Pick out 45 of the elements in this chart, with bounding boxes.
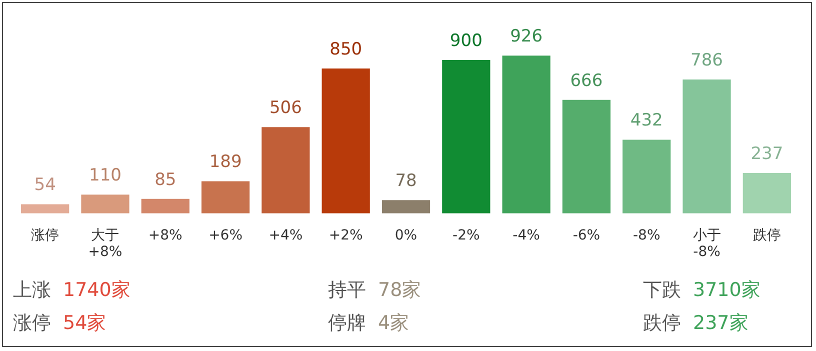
bar bbox=[21, 204, 70, 214]
x-tick-label: +6% bbox=[208, 227, 243, 244]
text: 涨停 54家 bbox=[13, 312, 106, 334]
x-tick-label: 0% bbox=[394, 227, 418, 244]
x-tick-label: 涨停 bbox=[31, 227, 60, 244]
bar bbox=[81, 194, 130, 214]
x-tick-label: -4% bbox=[512, 227, 540, 244]
bar bbox=[322, 68, 370, 214]
bar bbox=[682, 79, 731, 214]
text: 下跌 3710家 bbox=[643, 279, 760, 301]
bar bbox=[262, 127, 310, 214]
data-label: 506 bbox=[269, 98, 302, 118]
text: 停牌 4家 bbox=[328, 312, 410, 334]
data-label: 78 bbox=[395, 171, 417, 192]
text: 持平 78家 bbox=[328, 279, 422, 301]
x-tick-label: 大于 +8% bbox=[88, 227, 122, 260]
data-label: 786 bbox=[690, 50, 723, 70]
x-tick-label: +4% bbox=[268, 227, 303, 244]
bar bbox=[141, 198, 190, 214]
data-label: 189 bbox=[209, 152, 242, 172]
x-tick-label: 小于 -8% bbox=[692, 227, 721, 260]
data-label: 85 bbox=[154, 170, 176, 190]
data-label: 110 bbox=[89, 166, 122, 186]
x-tick-label: +2% bbox=[328, 227, 363, 244]
x-tick-label: 跌停 bbox=[752, 227, 781, 244]
x-tick-label: -2% bbox=[452, 227, 480, 244]
data-label: 237 bbox=[750, 144, 784, 164]
data-label: 666 bbox=[570, 70, 603, 91]
bar bbox=[201, 181, 250, 214]
data-label: 850 bbox=[330, 39, 362, 60]
x-tick-label: +8% bbox=[148, 227, 182, 244]
text: 跌停 237家 bbox=[643, 312, 748, 334]
bar bbox=[622, 140, 671, 214]
data-label: 54 bbox=[34, 175, 56, 196]
bar bbox=[382, 200, 430, 214]
bar bbox=[742, 173, 791, 214]
data-label: 926 bbox=[510, 26, 543, 47]
data-label: 900 bbox=[450, 30, 482, 51]
bar bbox=[562, 100, 611, 214]
text: 上涨 1740家 bbox=[13, 279, 130, 301]
data-label: 432 bbox=[630, 110, 663, 131]
bar bbox=[442, 60, 490, 214]
x-tick-label: -8% bbox=[632, 227, 660, 244]
bar bbox=[502, 56, 550, 214]
x-tick-label: -6% bbox=[572, 227, 600, 244]
